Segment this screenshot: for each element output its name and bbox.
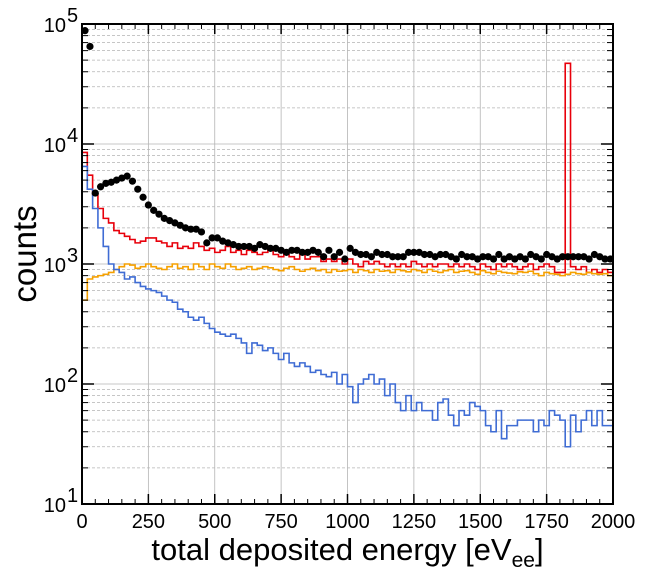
- data-point: [335, 248, 344, 256]
- y-tick-label: 10: [44, 135, 66, 157]
- x-axis-title-subscript: ee: [512, 549, 535, 572]
- x-tick-label: 500: [198, 511, 231, 533]
- data-point: [144, 201, 152, 209]
- y-tick-label-exponent: 5: [67, 5, 78, 27]
- x-tick-label: 1250: [392, 511, 437, 533]
- x-tick-label: 250: [132, 511, 165, 533]
- y-tick-label: 10: [44, 255, 66, 277]
- data-point: [250, 244, 259, 252]
- data-point: [123, 172, 131, 180]
- data-point: [96, 183, 105, 191]
- data-point: [537, 255, 545, 263]
- data-point: [192, 225, 200, 233]
- x-tick-label: 1750: [524, 511, 569, 533]
- y-tick-label-exponent: 3: [67, 245, 78, 267]
- ticks: [81, 24, 614, 505]
- data-point: [410, 248, 418, 256]
- y-tick-label: 10: [44, 375, 66, 397]
- series-layer: [81, 27, 614, 504]
- x-tick-label: 750: [264, 511, 297, 533]
- data-point: [213, 234, 222, 242]
- data-point: [128, 177, 137, 185]
- data-point: [298, 248, 306, 256]
- data-point: [357, 250, 365, 259]
- data-point: [208, 234, 216, 242]
- y-tick-label-base: 10: [44, 495, 66, 517]
- data-point: [452, 255, 460, 263]
- data-point: [150, 206, 158, 214]
- y-tick-label: 10: [44, 15, 66, 37]
- y-tick-label-exponent: 1: [67, 485, 78, 507]
- y-tick-label-exponent: 4: [67, 125, 78, 147]
- data-point: [187, 225, 195, 233]
- data-point: [320, 253, 328, 261]
- data-point: [436, 250, 445, 259]
- data-point: [367, 253, 375, 261]
- data-point: [585, 255, 593, 263]
- data-point: [139, 193, 147, 201]
- data-point: [564, 253, 572, 261]
- data-point: [394, 253, 402, 261]
- x-axis-title-main: total deposited energy [eV: [151, 532, 512, 567]
- data-point: [240, 242, 248, 251]
- data-point: [134, 185, 142, 193]
- y-tick-label-exponent: 2: [67, 365, 78, 387]
- x-tick-label: 1000: [325, 511, 370, 533]
- data-point: [325, 246, 333, 254]
- series-line-1: [81, 62, 613, 504]
- x-tick-label: 0: [76, 511, 87, 533]
- data-point: [341, 255, 349, 263]
- y-tick-label-base: 10: [44, 135, 66, 157]
- x-axis-title: total deposited energy [eVee]: [151, 532, 543, 572]
- data-point: [574, 253, 583, 261]
- data-point: [155, 210, 163, 218]
- series-line-3: [81, 165, 613, 504]
- data-point: [399, 253, 407, 261]
- data-point: [346, 244, 354, 252]
- data-point: [378, 250, 386, 259]
- data-point: [601, 255, 609, 263]
- data-point: [389, 253, 397, 261]
- data-point: [420, 250, 429, 259]
- y-axis-title: counts: [6, 205, 43, 302]
- x-tick-label: 1500: [458, 511, 503, 533]
- data-point: [489, 255, 498, 263]
- y-tick-label-base: 10: [44, 255, 66, 277]
- data-point: [86, 42, 94, 51]
- data-point: [404, 248, 413, 256]
- data-point: [558, 253, 567, 261]
- y-tick-label: 10: [44, 495, 66, 517]
- series-line-2: [81, 263, 613, 504]
- data-point: [91, 189, 99, 197]
- data-point: [479, 253, 487, 261]
- data-point: [463, 253, 471, 261]
- x-tick-labels: 0 250 500 750 1000 1250 1500 1750 2000: [76, 511, 635, 533]
- data-point: [235, 242, 243, 251]
- data-point: [314, 248, 322, 256]
- x-axis-title-close: ]: [535, 532, 544, 567]
- data-point: [288, 246, 296, 254]
- data-point: [495, 250, 503, 259]
- x-tick-label: 2000: [591, 511, 636, 533]
- series-points-0: [81, 27, 614, 263]
- y-tick-label-base: 10: [44, 375, 66, 397]
- data-point: [330, 253, 338, 261]
- y-tick-label-base: 10: [44, 15, 66, 37]
- data-point: [203, 239, 211, 247]
- data-point: [81, 27, 89, 35]
- data-point: [197, 228, 206, 236]
- data-point: [266, 244, 275, 252]
- data-point: [521, 255, 529, 263]
- data-point: [569, 253, 577, 261]
